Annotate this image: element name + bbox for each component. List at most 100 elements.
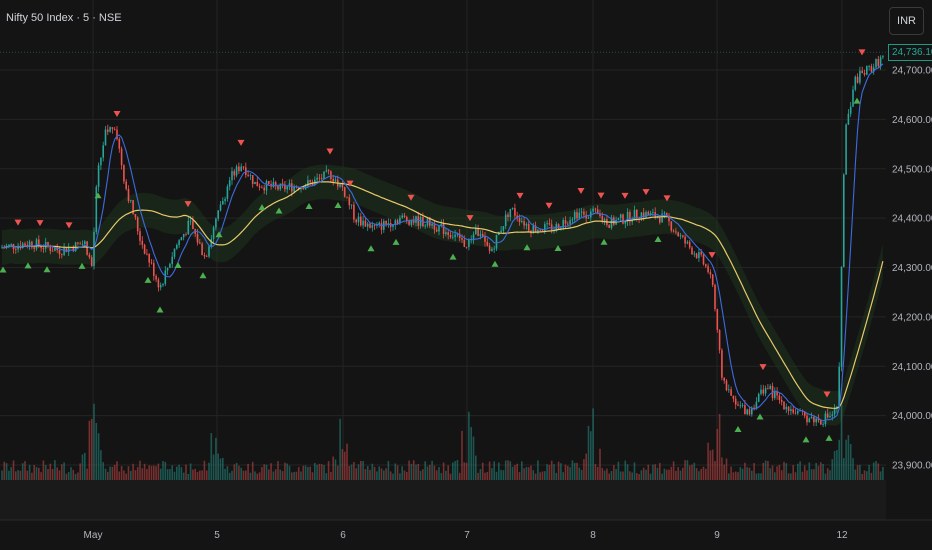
candle-body <box>210 238 213 247</box>
volume-bar <box>486 471 489 480</box>
volume-bar <box>396 465 399 480</box>
volume-bar <box>422 469 424 480</box>
buy-signal <box>174 262 182 269</box>
candle-body <box>879 57 882 67</box>
volume-bar <box>709 450 712 480</box>
candle-body <box>546 223 548 225</box>
volume-bar <box>357 464 360 480</box>
candle-body <box>90 257 93 267</box>
volume-bar <box>19 470 22 480</box>
volume-bar <box>866 471 868 480</box>
candle-body <box>562 220 564 228</box>
candle-body <box>445 232 447 235</box>
candle-body <box>256 181 259 187</box>
candle-body <box>334 179 337 182</box>
volume-bar <box>162 461 164 480</box>
volume-bar <box>836 450 838 480</box>
sell-signal <box>621 192 629 199</box>
volume-bar <box>675 470 677 480</box>
candle-body <box>762 389 765 394</box>
volume-bar <box>813 469 815 480</box>
candle-body <box>217 210 219 219</box>
candle-body <box>42 248 45 249</box>
candle-body <box>116 129 118 140</box>
volume-bar <box>86 468 88 480</box>
volume-bar <box>24 461 26 480</box>
volume-bar <box>28 464 31 480</box>
volume-bar <box>741 468 744 480</box>
candle-body <box>751 407 753 415</box>
volume-bar <box>281 471 284 480</box>
volume-bar <box>541 471 544 480</box>
volume-bar <box>189 463 192 480</box>
volume-bar <box>631 472 633 480</box>
volume-bar <box>8 470 10 480</box>
volume-bar <box>824 473 827 480</box>
volume-bar <box>661 473 663 480</box>
buy-signal <box>43 266 51 273</box>
candle-body <box>49 246 52 251</box>
candle-body <box>185 233 187 235</box>
candle-body <box>77 242 79 244</box>
candle-body <box>261 187 263 189</box>
volume-bars <box>1 403 884 480</box>
candle-body <box>737 404 739 406</box>
candle-body <box>235 166 238 176</box>
volume-bar <box>49 463 52 480</box>
buy-signal <box>449 253 457 260</box>
volume-bar <box>155 466 157 480</box>
candle-body <box>199 242 201 244</box>
volume-bar <box>698 471 700 480</box>
volume-bar <box>760 473 762 480</box>
candle-body <box>746 409 748 415</box>
volume-bar <box>507 460 509 480</box>
buy-signal <box>0 266 7 273</box>
candle-body <box>341 183 344 188</box>
candle-body <box>95 186 98 232</box>
candle-body <box>169 263 171 268</box>
candle-body <box>67 247 70 252</box>
candle-body <box>26 245 29 247</box>
candle-body <box>826 413 829 418</box>
volume-bar <box>737 472 739 480</box>
volume-bar <box>366 466 369 480</box>
candle-body <box>702 254 705 265</box>
volume-bar <box>61 464 63 480</box>
volume-bar <box>525 466 528 480</box>
buy-signal <box>392 238 400 245</box>
volume-bar <box>751 470 753 480</box>
candle-body <box>730 389 732 396</box>
candle-body <box>647 211 650 215</box>
currency-button[interactable]: INR <box>889 7 924 35</box>
candle-body <box>769 386 771 389</box>
volume-bar <box>417 463 420 480</box>
candle-body <box>33 247 35 249</box>
candle-body <box>120 148 123 166</box>
volume-bar <box>484 472 486 480</box>
candle-body <box>843 174 845 267</box>
buy-signal <box>734 425 742 432</box>
volume-bar <box>762 462 765 480</box>
candle-body <box>366 223 369 227</box>
volume-bar <box>247 463 249 480</box>
candle-body <box>463 239 466 247</box>
candle-body <box>803 411 806 416</box>
candle-body <box>141 240 144 245</box>
candle-body <box>709 272 712 275</box>
volume-bar <box>475 455 477 480</box>
candle-body <box>219 204 222 211</box>
volume-bar <box>608 473 610 480</box>
volume-bar <box>665 469 668 480</box>
volume-bar <box>693 462 696 480</box>
volume-bar <box>279 469 282 480</box>
volume-bar <box>521 461 523 480</box>
volume-bar <box>780 470 783 480</box>
candle-body <box>208 246 210 257</box>
volume-bar <box>334 459 337 480</box>
volume-bar <box>332 456 334 480</box>
volume-bar <box>723 464 725 480</box>
candle-body <box>670 221 673 231</box>
volume-bar <box>194 468 196 480</box>
volume-bar <box>523 468 525 480</box>
